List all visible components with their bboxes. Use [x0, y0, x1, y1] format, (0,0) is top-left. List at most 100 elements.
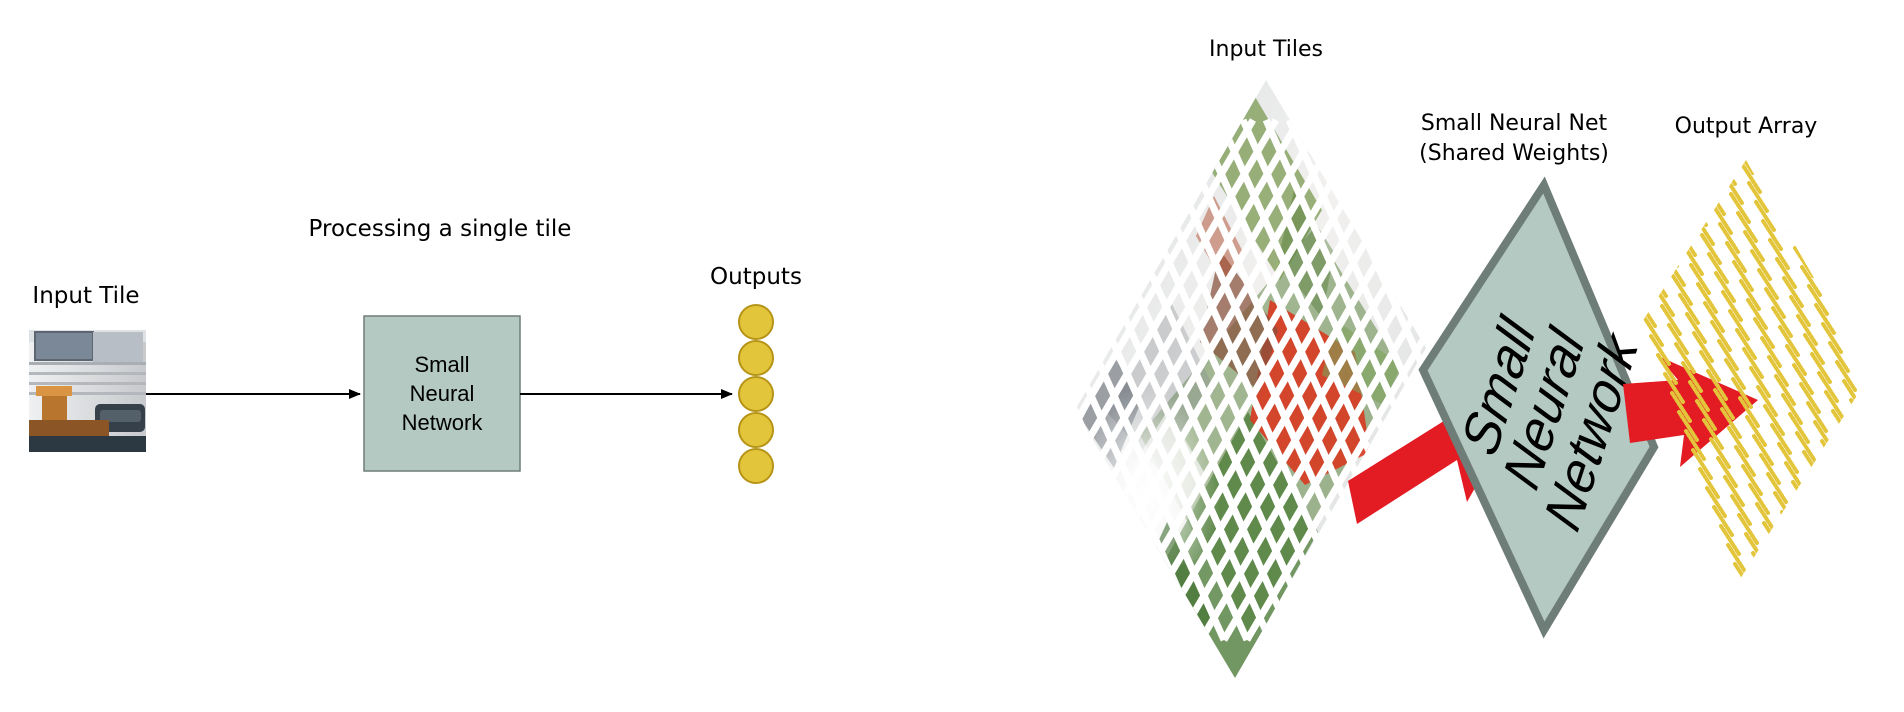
output-array-dash — [1816, 488, 1838, 520]
output-array-dash — [1759, 453, 1781, 485]
output-array-dash — [1706, 369, 1728, 401]
output-array-dash — [1646, 266, 1668, 298]
output-array-dash — [1731, 377, 1753, 409]
output-array-dash — [1856, 417, 1870, 449]
output-array-dash — [1793, 246, 1815, 278]
output-array-dash — [1712, 505, 1734, 537]
output-array-dash — [1639, 247, 1661, 279]
output-array-dash — [1855, 534, 1870, 566]
output-array-dash — [1803, 333, 1825, 365]
output-array-dash — [1758, 570, 1780, 602]
output-array-dash — [1647, 160, 1669, 181]
output-array-dash — [1642, 315, 1664, 347]
output-array-dash — [1663, 372, 1685, 404]
output-array-dash — [1656, 353, 1678, 385]
output-array-dash — [1636, 179, 1658, 211]
output-array-dash — [1711, 203, 1733, 235]
output-array-dash — [1859, 485, 1870, 517]
output-array-dash — [1814, 303, 1836, 335]
output-array-dash — [1689, 263, 1711, 295]
shared-net-label-line-2: (Shared Weights) — [1419, 141, 1609, 166]
output-array-dash — [1830, 526, 1852, 558]
single-tile-diagram: Processing a single tile Input Tile Smal… — [29, 216, 802, 484]
output-array-dash — [1654, 168, 1676, 200]
output-array-dash — [1727, 426, 1749, 458]
output-array-dash — [1753, 317, 1775, 349]
output-array-dash — [1710, 320, 1732, 352]
tile-grid-line — [737, 120, 971, 640]
output-array-dash — [1729, 192, 1751, 224]
output-array-dash — [1661, 187, 1683, 219]
output-array-dash — [1748, 483, 1770, 515]
output-array-dash — [1665, 160, 1687, 170]
output-array-dash — [1760, 336, 1782, 368]
output-array-dash — [1720, 407, 1742, 439]
output-array-dash — [1621, 258, 1643, 290]
output-array-dash — [1743, 230, 1765, 262]
output-array-dash — [1820, 439, 1842, 471]
output-array-dash — [1677, 410, 1699, 442]
tile-grid-line — [829, 120, 1063, 640]
tile-grid-line — [1239, 118, 1426, 642]
output-array-dash — [1752, 434, 1774, 466]
output-array-dash — [1775, 257, 1797, 289]
output-array-dash — [1721, 290, 1743, 322]
input-tile-photo — [29, 330, 146, 452]
output-array-dash — [1696, 282, 1718, 314]
output-array-dash — [1629, 160, 1651, 192]
output-array-dash — [1738, 396, 1760, 428]
output-array-dash — [1717, 339, 1739, 371]
output-array-dash — [1821, 322, 1843, 354]
output-array-dash — [1611, 171, 1633, 203]
output-node — [738, 304, 774, 340]
output-array-dash — [1708, 160, 1730, 167]
output-array-dash — [1622, 160, 1644, 173]
tile-grid-line — [1220, 118, 1426, 642]
output-array-dash — [1755, 502, 1777, 534]
output-array-dash — [1690, 160, 1712, 178]
output-array-dash — [1678, 293, 1700, 325]
network-box-line-1: Small — [414, 352, 469, 377]
tile-grid-line — [1075, 118, 1090, 642]
output-array-dash — [1695, 399, 1717, 431]
tile-grid-line — [760, 120, 994, 640]
output-array-dash — [1798, 499, 1820, 531]
input-tile-label: Input Tile — [32, 283, 139, 309]
output-array-dash — [1763, 404, 1785, 436]
output-array-dash — [1713, 388, 1735, 420]
tile-grid-line — [1243, 118, 1426, 642]
output-array-dash — [1714, 88, 1732, 116]
output-array-dash — [1699, 350, 1721, 382]
output-array-dash — [1703, 301, 1725, 333]
network-to-array-red-arrow — [1623, 356, 1758, 467]
output-array-dash — [1774, 374, 1796, 406]
output-array-dash — [1794, 548, 1816, 580]
output-array-dash — [1783, 578, 1805, 610]
output-array-dash — [1741, 464, 1763, 496]
output-array-dash — [1757, 268, 1779, 300]
tile-grid-line — [1075, 118, 1326, 642]
output-array-dash — [1800, 265, 1822, 297]
output-array-dash — [1660, 304, 1682, 336]
output-array-dash — [1769, 540, 1791, 572]
output-array-dash — [1707, 252, 1729, 284]
output-array-dash — [1879, 476, 1897, 504]
output-array-dash — [1835, 360, 1857, 392]
network-box-line-3: Network — [402, 410, 484, 435]
output-array-dash — [1628, 277, 1650, 309]
output-array-dash — [1886, 495, 1904, 523]
output-array-dash — [1674, 342, 1696, 374]
output-array-dash — [1592, 163, 1608, 195]
output-array-dash — [1698, 467, 1720, 499]
output-array-dash — [1684, 429, 1706, 461]
output-array-dash — [1792, 363, 1814, 395]
output-array-dash — [1737, 513, 1759, 545]
output-array-dash — [1732, 260, 1754, 292]
output-array-dash — [1838, 428, 1860, 460]
tile-grid-line — [1075, 118, 1113, 642]
output-array-dash — [1716, 456, 1738, 488]
output-array-dash — [1863, 436, 1870, 468]
output-array-dash — [1845, 447, 1867, 479]
tile-grid-line — [1285, 118, 1426, 642]
